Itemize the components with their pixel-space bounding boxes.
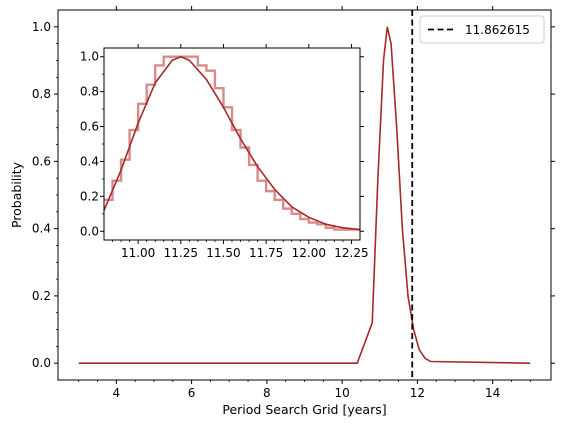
x-tick-label: 12: [410, 386, 425, 400]
y-tick-label: 0.8: [32, 87, 51, 101]
inset-x-tick-label: 12.25: [334, 246, 368, 260]
inset-axes-frame: [103, 47, 361, 241]
x-tick-label: 8: [263, 386, 271, 400]
y-tick-label: 0.0: [32, 356, 51, 370]
inset-y-tick-label: 0.0: [80, 224, 99, 238]
inset-y-tick-label: 1.0: [80, 50, 99, 64]
y-tick-label: 0.2: [32, 289, 51, 303]
legend-box: [419, 15, 545, 44]
inset-series-line: [103, 55, 361, 231]
inset-y-tick-label: 0.6: [80, 120, 99, 134]
y-tick-label: 0.6: [32, 154, 51, 168]
x-tick-label: 4: [113, 386, 121, 400]
inset-y-tick-label: 0.8: [80, 85, 99, 99]
inset-y-tick-label: 0.2: [80, 189, 99, 203]
x-tick-label: 6: [188, 386, 196, 400]
legend-label: 11.862615: [465, 23, 530, 37]
main-series-line: [78, 26, 531, 364]
x-axis-label: Period Search Grid [years]: [222, 402, 386, 417]
inset-x-tick-label: 11.75: [249, 246, 283, 260]
inset-x-tick-label: 11.00: [121, 246, 155, 260]
y-tick-label: 0.4: [32, 222, 51, 236]
inset-y-tick-label: 0.4: [80, 154, 99, 168]
x-tick-label: 14: [485, 386, 500, 400]
x-tick-label: 10: [334, 386, 349, 400]
inset-x-tick-label: 11.50: [206, 246, 240, 260]
inset-plot-area: [104, 48, 360, 240]
inset-x-tick-label: 11.25: [164, 246, 198, 260]
y-tick-label: 1.0: [32, 20, 51, 34]
main-axes-frame: [57, 9, 552, 381]
inset-x-tick-label: 12.00: [292, 246, 326, 260]
y-axis-label: Probability: [9, 161, 24, 228]
